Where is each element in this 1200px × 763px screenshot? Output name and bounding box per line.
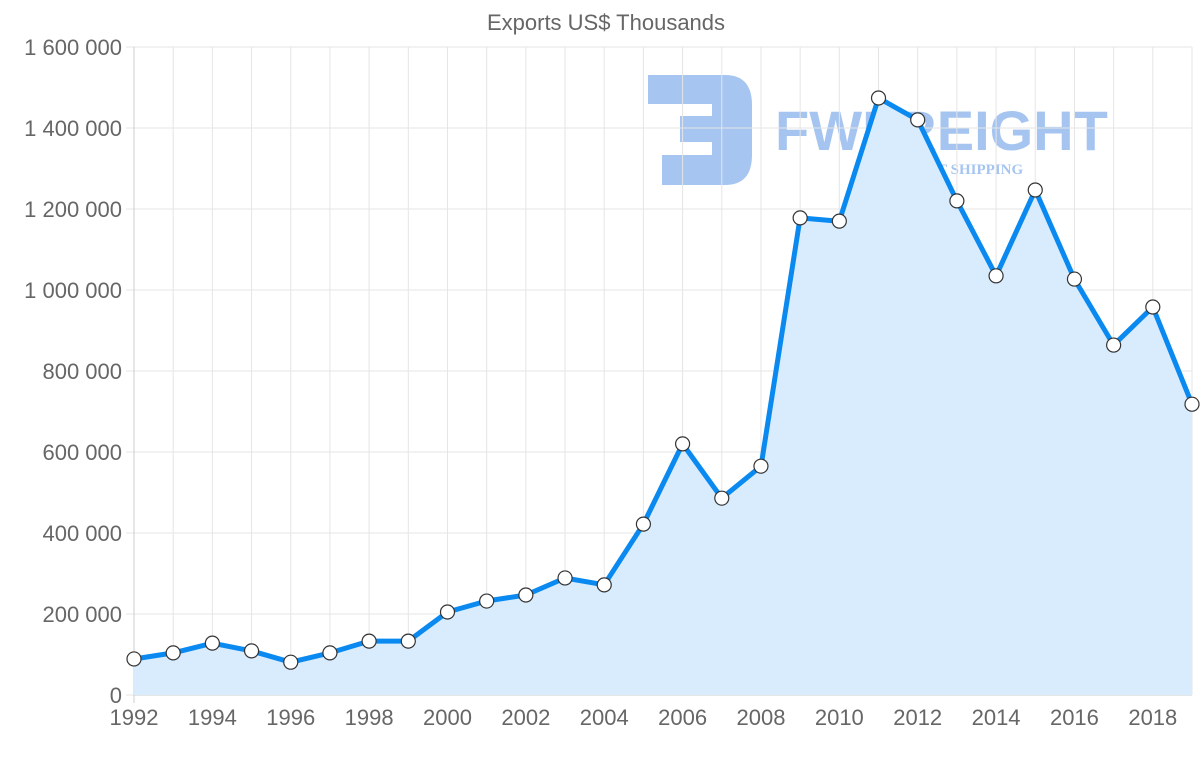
data-point: [439, 604, 456, 620]
data-point: [1145, 299, 1161, 315]
y-tick-label: 1 000 000: [24, 278, 122, 303]
data-point: [165, 645, 181, 661]
chart-title: Exports US$ Thousands: [487, 10, 725, 35]
x-tick-label: 2008: [736, 705, 785, 730]
data-point: [479, 593, 495, 609]
data-point: [518, 587, 534, 603]
x-tick-label: 1998: [345, 705, 394, 730]
data-point: [322, 645, 338, 661]
data-point: [1066, 271, 1083, 287]
x-tick-label: 2004: [580, 705, 629, 730]
y-tick-label: 600 000: [42, 440, 122, 465]
data-point: [831, 213, 847, 229]
data-point: [870, 90, 887, 106]
data-point: [283, 654, 299, 670]
x-tick-label: 2014: [972, 705, 1021, 730]
data-point: [400, 633, 416, 649]
data-point: [988, 268, 1004, 284]
data-point: [674, 436, 691, 452]
x-tick-label: 2006: [658, 705, 707, 730]
data-point: [243, 643, 260, 659]
data-point: [1027, 182, 1043, 198]
data-point: [714, 490, 730, 506]
x-tick-label: 1994: [188, 705, 237, 730]
x-tick-label: 2012: [893, 705, 942, 730]
data-point: [792, 210, 808, 226]
data-point: [1184, 396, 1200, 412]
y-tick-label: 800 000: [42, 359, 122, 384]
x-tick-label: 1992: [110, 705, 159, 730]
x-tick-label: 2016: [1050, 705, 1099, 730]
x-tick-label: 1996: [266, 705, 315, 730]
data-point: [635, 516, 652, 532]
data-point: [361, 633, 377, 649]
x-tick-label: 2000: [423, 705, 472, 730]
series-area: [134, 98, 1192, 695]
data-point: [910, 112, 926, 128]
y-tick-label: 1 200 000: [24, 197, 122, 222]
x-tick-label: 2002: [501, 705, 550, 730]
data-point: [753, 458, 769, 474]
y-tick-label: 1 400 000: [24, 116, 122, 141]
data-point: [596, 577, 612, 593]
y-tick-label: 1 600 000: [24, 35, 122, 60]
y-tick-label: 400 000: [42, 521, 122, 546]
data-point: [1106, 337, 1122, 353]
data-point: [204, 635, 220, 651]
y-tick-label: 200 000: [42, 602, 122, 627]
data-point: [126, 651, 142, 667]
svg-text:FWFREIGHT: FWFREIGHT: [775, 99, 1108, 162]
x-tick-label: 2010: [815, 705, 864, 730]
data-point: [557, 570, 573, 586]
y-tick-label: 0: [110, 683, 122, 708]
x-tick-label: 2018: [1128, 705, 1177, 730]
series-line: [133, 95, 1195, 665]
data-point: [949, 193, 965, 209]
